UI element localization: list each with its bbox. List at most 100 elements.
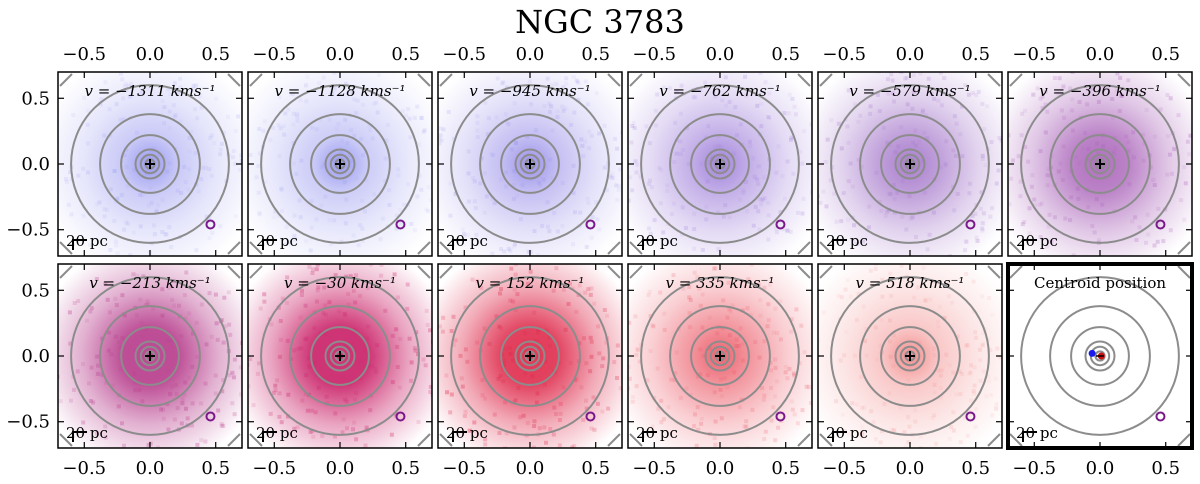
panel-8: 20 pc v = −30 kms⁻¹	[247, 263, 433, 449]
contour-2	[899, 153, 921, 175]
panel-2: 20 pc v = −1128 kms⁻¹	[247, 71, 433, 257]
corner-contour	[1177, 241, 1191, 255]
corner-contour	[227, 241, 241, 255]
panel-3: 20 pc v = −945 kms⁻¹	[437, 71, 623, 257]
x-tick-label-bottom: 0.0	[1086, 458, 1115, 479]
scale-bar-label: 20 pc	[66, 232, 108, 250]
beam-marker	[395, 411, 406, 422]
panel-label: v = −762 kms⁻¹	[659, 82, 781, 100]
corner-contour	[1009, 241, 1023, 255]
scale-bar	[642, 431, 657, 442]
contour-4	[1070, 134, 1130, 194]
x-tick-label-top: −0.5	[1012, 44, 1056, 65]
panel-label: v = −1128 kms⁻¹	[274, 82, 405, 100]
scale-bar	[642, 239, 657, 250]
contour-3	[894, 148, 926, 180]
panel-label: v = −30 kms⁻¹	[284, 274, 396, 292]
contour-5	[479, 305, 581, 407]
panel-5: 20 pc v = −579 kms⁻¹	[817, 71, 1003, 257]
contour-5	[99, 305, 201, 407]
corner-contour	[797, 265, 811, 279]
panel-10: 20 pc v = 335 kms⁻¹	[627, 263, 813, 449]
corner-contour	[417, 241, 431, 255]
x-tick-label-top: 0.0	[706, 44, 735, 65]
scale-bar-label: 20 pc	[826, 232, 868, 250]
corner-contour	[249, 241, 263, 255]
x-tick-label-top: −0.5	[62, 44, 106, 65]
panel-7: 20 pc v = −213 kms⁻¹	[57, 263, 243, 449]
x-tick-label-bottom: 0.5	[201, 458, 230, 479]
contour-5	[669, 305, 771, 407]
contour-6	[70, 84, 230, 244]
x-tick-label-bottom: 0.0	[136, 458, 165, 479]
corner-contour	[797, 73, 811, 87]
beam-marker	[1155, 411, 1166, 422]
corner-contour	[1177, 73, 1191, 87]
contour-6	[1020, 84, 1180, 244]
y-tick-label: 0.0	[21, 346, 50, 367]
corner-contour	[629, 433, 643, 447]
x-tick-label-top: 0.5	[961, 44, 990, 65]
contour-2	[139, 345, 161, 367]
x-tick-label-bottom: 0.5	[581, 458, 610, 479]
scale-bar-label: 20 pc	[256, 424, 298, 442]
scale-bar-label: 20 pc	[636, 424, 678, 442]
contour-2	[519, 345, 541, 367]
contour-2	[329, 345, 351, 367]
beam-marker	[965, 219, 976, 230]
contour-4	[120, 134, 180, 194]
contour-5	[289, 113, 391, 215]
beam-marker	[965, 411, 976, 422]
x-tick-label-bottom: −0.5	[62, 458, 106, 479]
contour-5	[99, 113, 201, 215]
panel-label: v = 335 kms⁻¹	[666, 274, 775, 292]
x-tick-label-top: 0.0	[896, 44, 925, 65]
beam-marker	[585, 219, 596, 230]
x-tick-label-top: 0.5	[201, 44, 230, 65]
corner-contour	[987, 265, 1001, 279]
contour-3	[514, 340, 546, 372]
contour-4	[1070, 326, 1130, 386]
corner-contour	[227, 265, 241, 279]
corner-contour	[1177, 433, 1191, 447]
corner-contour	[59, 73, 73, 87]
corner-contour	[59, 241, 73, 255]
x-tick-label-top: 0.5	[1151, 44, 1180, 65]
contour-3	[894, 340, 926, 372]
corner-contour	[417, 433, 431, 447]
corner-contour	[629, 241, 643, 255]
x-tick-label-bottom: 0.0	[896, 458, 925, 479]
beam-marker	[585, 411, 596, 422]
scale-bar	[452, 239, 467, 250]
contour-5	[289, 305, 391, 407]
contour-2	[1089, 153, 1111, 175]
scale-bar-label: 20 pc	[1016, 232, 1058, 250]
contour-6	[260, 276, 420, 436]
x-tick-label-bottom: 0.0	[516, 458, 545, 479]
x-tick-label-bottom: −0.5	[1012, 458, 1056, 479]
contour-2	[709, 345, 731, 367]
scale-bar-label: 20 pc	[1016, 424, 1058, 442]
contour-4	[310, 134, 370, 194]
contour-4	[690, 134, 750, 194]
contour-5	[859, 305, 961, 407]
corner-contour	[249, 265, 263, 279]
x-tick-label-top: 0.0	[136, 44, 165, 65]
corner-contour	[439, 73, 453, 87]
x-tick-label-top: −0.5	[252, 44, 296, 65]
corner-contour	[987, 73, 1001, 87]
beam-marker	[1155, 219, 1166, 230]
centroid-blue	[1088, 349, 1096, 357]
x-tick-label-bottom: 0.0	[706, 458, 735, 479]
contour-6	[830, 276, 990, 436]
corner-contour	[819, 73, 833, 87]
panel-label: v = −579 kms⁻¹	[849, 82, 971, 100]
contour-2	[139, 153, 161, 175]
contour-5	[1049, 113, 1151, 215]
contour-3	[1084, 148, 1116, 180]
contour-3	[1084, 340, 1116, 372]
corner-contour	[1009, 433, 1023, 447]
panel-label: v = −945 kms⁻¹	[469, 82, 591, 100]
x-tick-label-bottom: 0.5	[391, 458, 420, 479]
corner-contour	[249, 73, 263, 87]
